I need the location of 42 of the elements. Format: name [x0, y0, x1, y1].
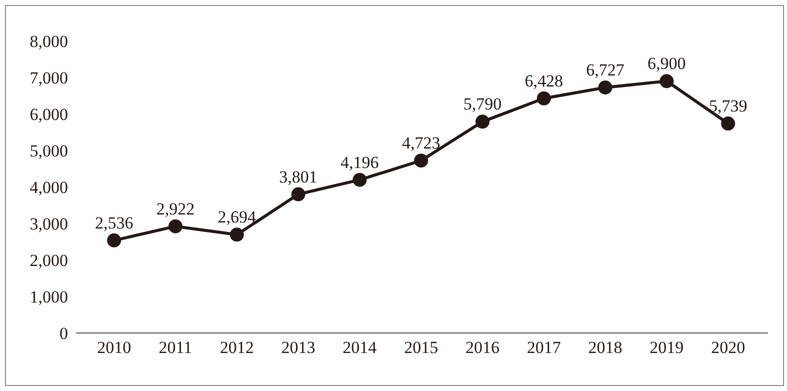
x-tick-label: 2015: [404, 338, 438, 358]
y-tick-label: 3,000: [30, 214, 68, 234]
data-label: 4,196: [340, 152, 379, 172]
y-tick-label: 4,000: [30, 178, 68, 198]
point: [660, 74, 674, 88]
point: [352, 172, 367, 187]
y-tick-label: 1,000: [30, 288, 68, 307]
x-tick-label: 2013: [281, 338, 316, 358]
x-tick-label: 2019: [650, 338, 684, 358]
y-tick-label: 0: [60, 324, 68, 344]
point: [475, 114, 490, 129]
x-tick-label: 2010: [97, 338, 132, 358]
x-tick-label: 2020: [711, 338, 746, 358]
point: [598, 80, 612, 94]
data-label: 6,727: [586, 60, 625, 80]
point: [721, 116, 736, 131]
data-label: 6,428: [524, 71, 564, 90]
point: [414, 154, 428, 168]
y-tick-label: 2,000: [30, 251, 68, 270]
y-tick-label: 6,000: [30, 105, 68, 124]
x-tick-label: 2012: [220, 338, 254, 358]
x-tick-label: 2018: [588, 338, 622, 358]
data-label: 2,922: [156, 199, 195, 218]
data-label: 2,536: [94, 213, 134, 232]
y-tick-label: 8,000: [30, 32, 68, 52]
point: [168, 219, 182, 234]
data-label: 2,694: [218, 208, 256, 227]
data-label: 6,900: [648, 54, 686, 74]
x-tick-label: 2011: [158, 338, 192, 358]
data-label: 5,739: [708, 96, 748, 116]
x-tick-label: 2016: [465, 338, 500, 358]
point: [107, 233, 122, 248]
point: [536, 91, 551, 106]
data-label: 3,801: [279, 167, 318, 186]
point: [291, 187, 306, 202]
data-label: 5,790: [463, 94, 502, 114]
y-tick-label: 5,000: [30, 142, 68, 161]
data-label: 4,723: [402, 134, 440, 153]
point: [230, 228, 244, 242]
y-tick-label: 7,000: [30, 68, 68, 88]
x-tick-label: 2017: [526, 338, 562, 358]
x-tick-label: 2014: [342, 338, 378, 358]
